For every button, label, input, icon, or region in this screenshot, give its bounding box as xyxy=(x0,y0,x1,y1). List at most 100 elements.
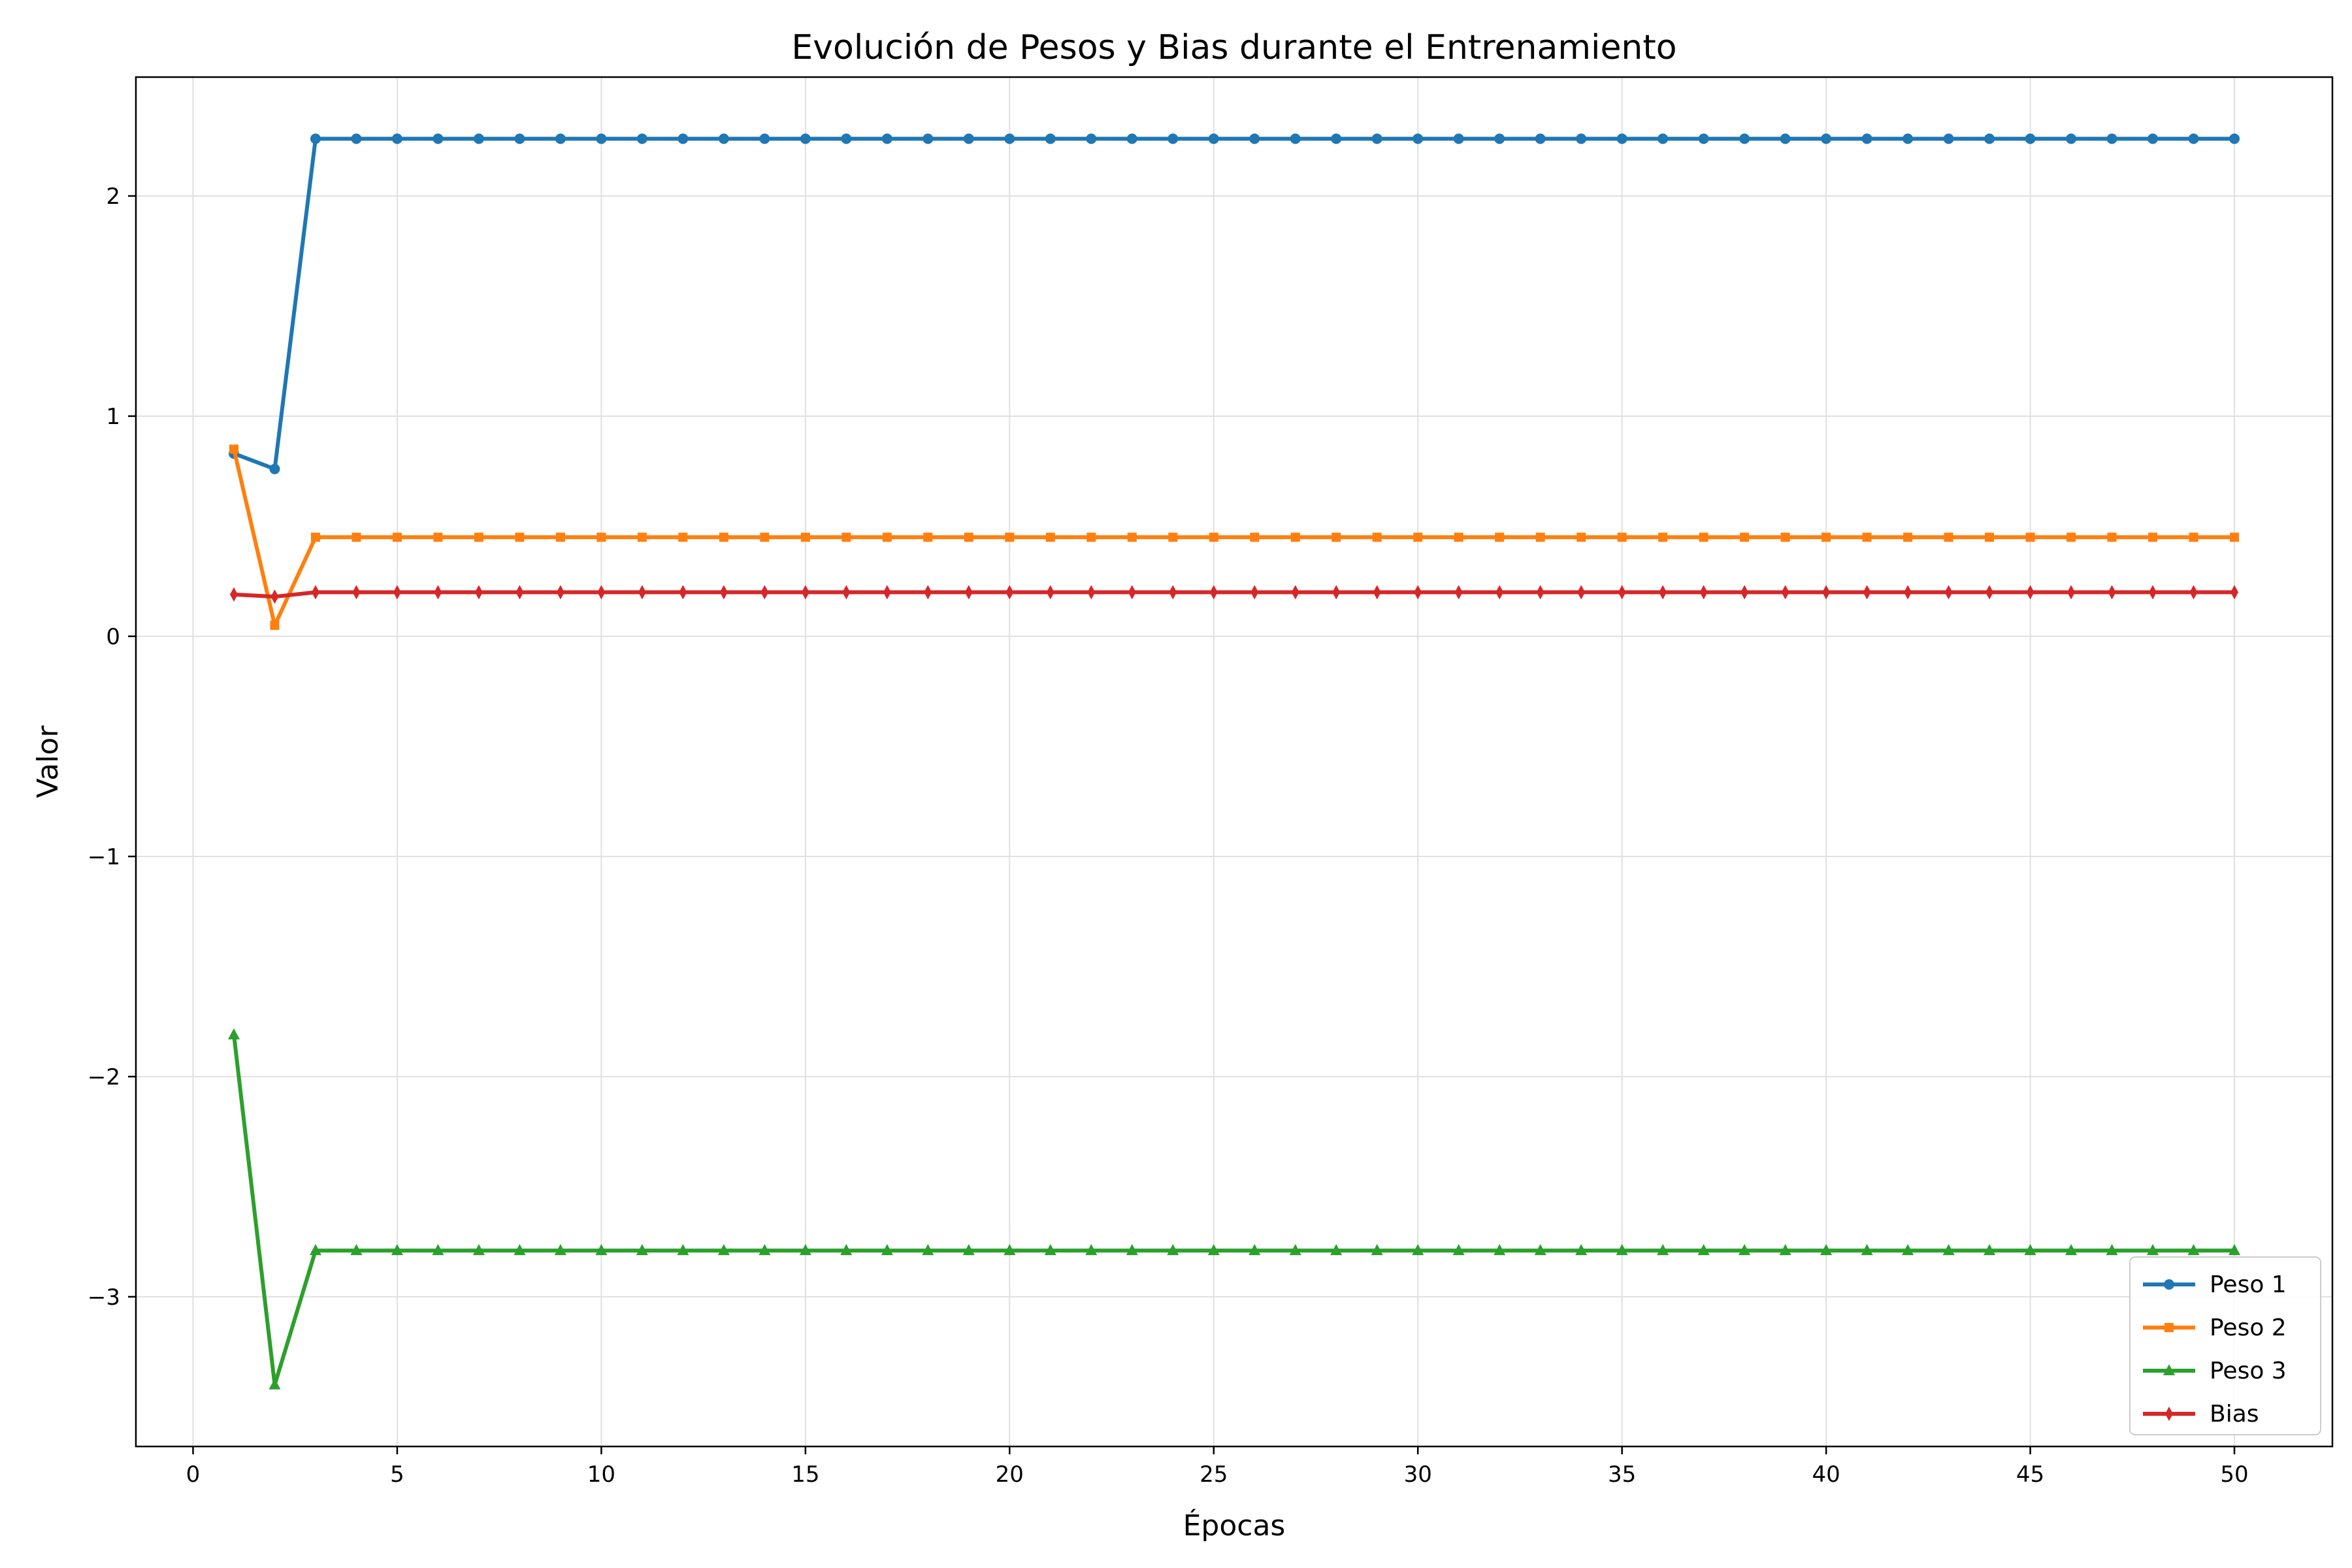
legend-label: Peso 2 xyxy=(2210,1315,2287,1341)
data-point xyxy=(1005,585,1014,600)
legend-label: Bias xyxy=(2210,1401,2259,1428)
data-point xyxy=(433,532,443,542)
data-point xyxy=(718,133,729,144)
data-point xyxy=(637,532,647,542)
series-peso-1 xyxy=(228,133,2240,474)
data-point xyxy=(1903,133,1914,144)
data-point xyxy=(1697,1244,1710,1256)
data-point xyxy=(1861,1244,1873,1256)
data-point xyxy=(351,532,361,542)
series-bias xyxy=(229,585,2239,604)
data-point xyxy=(1535,133,1546,144)
data-point xyxy=(678,133,689,144)
x-tick-label: 50 xyxy=(2220,1462,2248,1488)
data-point xyxy=(270,621,280,630)
data-point xyxy=(1412,1244,1424,1256)
data-point xyxy=(1044,1244,1056,1256)
data-point xyxy=(1781,585,1789,600)
data-point xyxy=(1289,1244,1301,1256)
data-point xyxy=(432,1244,444,1256)
data-point xyxy=(393,585,401,600)
data-point xyxy=(597,585,606,600)
data-point xyxy=(1904,585,1912,600)
data-point xyxy=(596,133,607,144)
data-point xyxy=(760,585,769,600)
data-point xyxy=(474,585,483,600)
data-point xyxy=(799,1244,811,1256)
data-point xyxy=(1004,133,1015,144)
data-point xyxy=(678,532,688,542)
data-point xyxy=(2188,133,2199,144)
data-point xyxy=(2066,133,2077,144)
data-point xyxy=(1372,532,1382,542)
data-point xyxy=(1454,532,1463,542)
data-point xyxy=(677,1244,689,1256)
data-point xyxy=(1943,133,1954,144)
data-point xyxy=(1780,532,1790,542)
data-point xyxy=(1005,532,1015,542)
data-point xyxy=(1861,133,1872,144)
data-point xyxy=(1291,585,1299,600)
data-point xyxy=(1045,532,1055,542)
data-point xyxy=(1985,532,1995,542)
data-point xyxy=(1413,133,1424,144)
data-point xyxy=(311,585,319,600)
data-point xyxy=(800,133,811,144)
data-point xyxy=(2189,585,2198,600)
plot-frame xyxy=(135,76,2334,1448)
data-point xyxy=(1126,133,1137,144)
data-point xyxy=(310,133,321,144)
y-tick-label: 1 xyxy=(106,404,120,430)
data-point xyxy=(229,587,238,602)
data-point xyxy=(391,1244,403,1256)
data-point xyxy=(1371,133,1382,144)
data-point xyxy=(1862,532,1872,542)
data-point xyxy=(433,133,444,144)
data-point xyxy=(1659,585,1667,600)
y-tick-label: −3 xyxy=(88,1284,120,1311)
data-point xyxy=(1495,585,1504,600)
x-tick-label: 40 xyxy=(1812,1462,1840,1488)
data-point xyxy=(1045,133,1056,144)
data-point xyxy=(1046,585,1054,600)
data-point xyxy=(2229,133,2240,144)
series-line xyxy=(232,448,2234,628)
data-point xyxy=(841,133,852,144)
legend: Peso 1 Peso 2 Peso 3 Bias xyxy=(2129,1256,2321,1435)
data-point xyxy=(2106,133,2117,144)
data-point xyxy=(963,133,974,144)
data-point xyxy=(2026,585,2034,600)
data-point xyxy=(1944,532,1953,542)
data-point xyxy=(2147,1244,2159,1256)
data-point xyxy=(922,1244,934,1256)
data-point xyxy=(1169,585,1177,600)
data-point xyxy=(1208,133,1219,144)
data-point xyxy=(717,1244,730,1256)
grid xyxy=(136,77,2332,1446)
data-point xyxy=(1209,585,1218,600)
data-point xyxy=(1250,585,1259,600)
data-point xyxy=(1371,1244,1383,1256)
data-point xyxy=(1984,1244,1996,1256)
data-point xyxy=(759,133,770,144)
x-tick-label: 15 xyxy=(791,1462,819,1488)
data-point xyxy=(1086,133,1097,144)
legend-item-peso-1: Peso 1 xyxy=(2143,1271,2287,1298)
data-point xyxy=(1821,133,1832,144)
data-point xyxy=(679,585,687,600)
data-point xyxy=(2066,532,2076,542)
series-line xyxy=(232,1034,2234,1387)
data-point xyxy=(759,1244,771,1256)
data-point xyxy=(924,585,932,600)
data-point xyxy=(2189,532,2198,542)
data-point xyxy=(1168,532,1178,542)
data-point xyxy=(800,532,810,542)
data-point xyxy=(1698,133,1709,144)
x-tick-label: 25 xyxy=(1200,1462,1228,1488)
data-point xyxy=(1658,133,1669,144)
data-point xyxy=(1534,1244,1546,1256)
data-point xyxy=(964,532,973,542)
data-point xyxy=(310,532,320,542)
data-point xyxy=(638,585,646,600)
data-point xyxy=(515,585,524,600)
